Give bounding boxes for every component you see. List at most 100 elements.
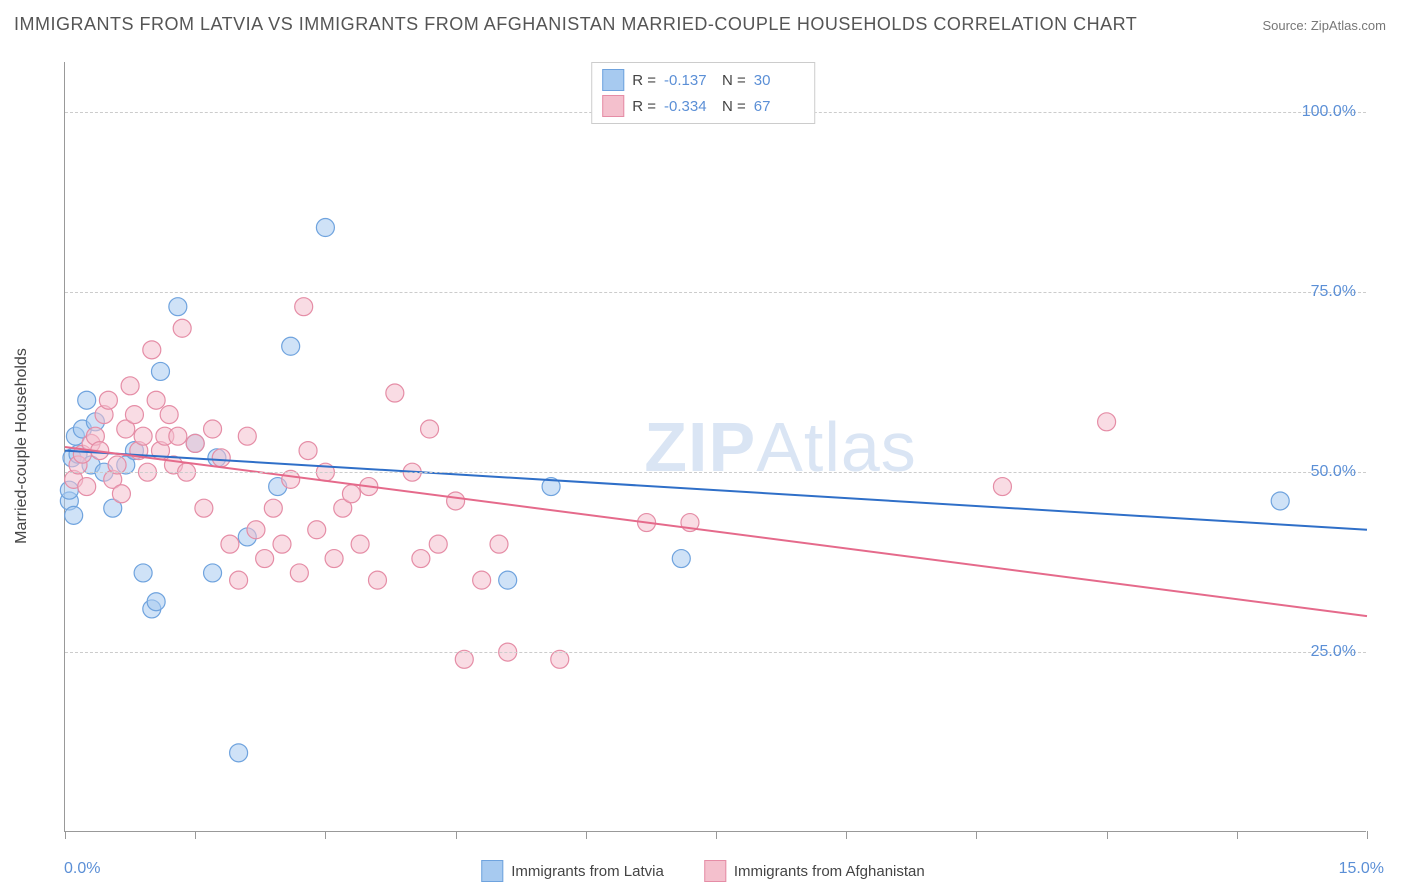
data-point-afghanistan xyxy=(121,377,139,395)
data-point-afghanistan xyxy=(412,550,430,568)
r-value: -0.334 xyxy=(664,98,714,115)
data-point-afghanistan xyxy=(212,449,230,467)
x-tick xyxy=(1367,831,1368,839)
data-point-latvia xyxy=(499,571,517,589)
data-point-latvia xyxy=(282,337,300,355)
x-tick xyxy=(1237,831,1238,839)
grid-line xyxy=(65,472,1366,473)
data-point-afghanistan xyxy=(247,521,265,539)
data-point-latvia xyxy=(134,564,152,582)
data-point-afghanistan xyxy=(112,485,130,503)
data-point-afghanistan xyxy=(160,406,178,424)
data-point-afghanistan xyxy=(295,298,313,316)
data-point-latvia xyxy=(316,219,334,237)
legend-item-afghanistan: Immigrants from Afghanistan xyxy=(704,860,925,882)
data-point-afghanistan xyxy=(490,535,508,553)
x-tick xyxy=(65,831,66,839)
data-point-afghanistan xyxy=(264,499,282,517)
legend-item-latvia: Immigrants from Latvia xyxy=(481,860,664,882)
data-point-afghanistan xyxy=(143,341,161,359)
data-point-afghanistan xyxy=(169,427,187,445)
n-value: 30 xyxy=(754,72,804,89)
n-value: 67 xyxy=(754,98,804,115)
data-point-latvia xyxy=(204,564,222,582)
data-point-afghanistan xyxy=(993,478,1011,496)
legend-label: Immigrants from Afghanistan xyxy=(734,863,925,880)
trend-line-latvia xyxy=(65,451,1367,530)
plot-area: ZIPAtlas 25.0%50.0%75.0%100.0% xyxy=(64,62,1366,832)
series-legend: Immigrants from Latvia Immigrants from Af… xyxy=(481,860,924,882)
x-tick xyxy=(716,831,717,839)
y-tick-label: 75.0% xyxy=(1311,283,1356,301)
plot-svg xyxy=(65,62,1366,831)
data-point-latvia xyxy=(169,298,187,316)
data-point-afghanistan xyxy=(421,420,439,438)
x-axis-max-label: 15.0% xyxy=(1339,860,1384,878)
data-point-afghanistan xyxy=(1098,413,1116,431)
stats-row-afghanistan: R = -0.334 N = 67 xyxy=(602,93,804,119)
data-point-afghanistan xyxy=(173,319,191,337)
swatch-icon xyxy=(481,860,503,882)
x-tick xyxy=(1107,831,1108,839)
data-point-afghanistan xyxy=(342,485,360,503)
data-point-afghanistan xyxy=(78,478,96,496)
x-tick xyxy=(586,831,587,839)
data-point-afghanistan xyxy=(429,535,447,553)
data-point-afghanistan xyxy=(195,499,213,517)
data-point-afghanistan xyxy=(221,535,239,553)
source-link[interactable]: ZipAtlas.com xyxy=(1311,18,1386,33)
data-point-afghanistan xyxy=(368,571,386,589)
data-point-afghanistan xyxy=(134,427,152,445)
y-tick-label: 100.0% xyxy=(1302,103,1356,121)
data-point-afghanistan xyxy=(99,391,117,409)
data-point-afghanistan xyxy=(256,550,274,568)
data-point-afghanistan xyxy=(325,550,343,568)
grid-line xyxy=(65,292,1366,293)
stats-legend: R = -0.137 N = 30 R = -0.334 N = 67 xyxy=(591,62,815,124)
legend-label: Immigrants from Latvia xyxy=(511,863,664,880)
data-point-afghanistan xyxy=(204,420,222,438)
x-tick xyxy=(195,831,196,839)
data-point-afghanistan xyxy=(308,521,326,539)
stats-row-latvia: R =-0.137N =30 xyxy=(602,67,804,93)
x-tick xyxy=(325,831,326,839)
swatch-icon xyxy=(602,69,624,91)
data-point-latvia xyxy=(151,362,169,380)
data-point-afghanistan xyxy=(447,492,465,510)
data-point-latvia xyxy=(65,506,83,524)
data-point-afghanistan xyxy=(351,535,369,553)
data-point-afghanistan xyxy=(299,442,317,460)
data-point-latvia xyxy=(78,391,96,409)
y-axis-title: Married-couple Households xyxy=(13,348,31,544)
correlation-chart: IMMIGRANTS FROM LATVIA VS IMMIGRANTS FRO… xyxy=(0,0,1406,892)
source-prefix: Source: xyxy=(1262,18,1310,33)
r-label: R = xyxy=(632,98,656,115)
data-point-afghanistan xyxy=(473,571,491,589)
x-tick xyxy=(846,831,847,839)
n-label: N = xyxy=(722,98,746,115)
y-tick-label: 50.0% xyxy=(1311,463,1356,481)
data-point-latvia xyxy=(147,593,165,611)
data-point-afghanistan xyxy=(125,406,143,424)
data-point-afghanistan xyxy=(147,391,165,409)
data-point-afghanistan xyxy=(238,427,256,445)
y-tick-label: 25.0% xyxy=(1311,643,1356,661)
data-point-afghanistan xyxy=(230,571,248,589)
data-point-latvia xyxy=(230,744,248,762)
r-label: R = xyxy=(632,72,656,89)
data-point-afghanistan xyxy=(386,384,404,402)
data-point-afghanistan xyxy=(290,564,308,582)
r-value: -0.137 xyxy=(664,72,714,89)
data-point-latvia xyxy=(672,550,690,568)
chart-title: IMMIGRANTS FROM LATVIA VS IMMIGRANTS FRO… xyxy=(14,14,1137,35)
data-point-afghanistan xyxy=(273,535,291,553)
x-axis-min-label: 0.0% xyxy=(64,860,100,878)
swatch-icon xyxy=(602,95,624,117)
x-tick xyxy=(456,831,457,839)
source-attribution: Source: ZipAtlas.com xyxy=(1262,18,1386,33)
swatch-icon xyxy=(704,860,726,882)
x-tick xyxy=(976,831,977,839)
data-point-afghanistan xyxy=(186,434,204,452)
grid-line xyxy=(65,652,1366,653)
data-point-latvia xyxy=(1271,492,1289,510)
